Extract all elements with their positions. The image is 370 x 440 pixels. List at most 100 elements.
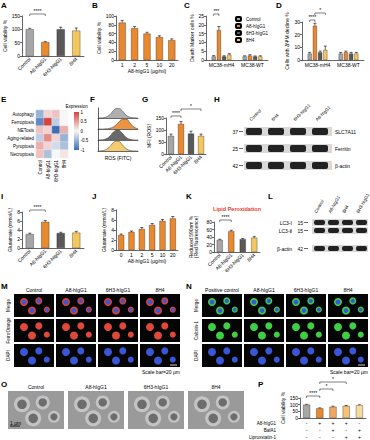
svg-text:P: P [258,380,264,389]
svg-text:0: 0 [295,415,298,421]
svg-text:Necroptosis: Necroptosis [10,152,35,157]
svg-text:L: L [268,192,273,201]
svg-text:40: 40 [206,234,212,240]
svg-text:Ferroptosis: Ferroptosis [11,120,34,125]
svg-text:A8-hIgG1 (μg/ml): A8-hIgG1 (μg/ml) [128,68,167,74]
svg-text:-: - [359,420,361,426]
svg-text:42: 42 [297,246,303,252]
svg-text:8H4: 8H4 [341,204,350,214]
svg-text:0: 0 [297,57,300,63]
svg-text:+: + [358,427,361,433]
svg-text:β-actin: β-actin [335,163,350,169]
svg-text:6H3-hIgG1: 6H3-hIgG1 [144,384,169,390]
svg-text:25: 25 [198,13,204,19]
svg-text:-: - [345,427,347,433]
svg-text:0: 0 [17,53,20,59]
svg-text:****: **** [34,204,42,210]
svg-text:A8-hIgG1: A8-hIgG1 [85,384,107,390]
svg-text:20: 20 [108,48,114,54]
svg-text:6H3-hIgG1: 6H3-hIgG1 [246,31,269,36]
svg-text:Autophagy: Autophagy [12,112,34,117]
svg-text:25: 25 [232,146,238,152]
svg-text:K: K [186,192,192,201]
svg-text:150: 150 [12,13,21,19]
svg-text:-: - [319,434,321,440]
svg-text:*: * [325,383,327,389]
svg-text:0: 0 [120,252,123,258]
svg-text:6H3-hIgG1: 6H3-hIgG1 [355,192,370,214]
svg-text:8H4: 8H4 [68,56,79,67]
svg-text:Glutamate (mmol/L): Glutamate (mmol/L) [101,208,107,253]
svg-text:80: 80 [108,22,114,28]
svg-text:Death Marker cells %: Death Marker cells % [189,14,195,62]
svg-text:MFI (ROS): MFI (ROS) [146,124,152,148]
svg-text:-1: -1 [81,148,85,153]
svg-text:42: 42 [232,163,238,169]
svg-text:0: 0 [111,57,114,63]
svg-text:8H4: 8H4 [62,160,67,169]
svg-text:6H3-hIgG1: 6H3-hIgG1 [41,248,63,270]
svg-text:15: 15 [297,220,303,226]
svg-text:4: 4 [17,227,20,233]
svg-text:5: 5 [151,252,154,258]
svg-text:8H4: 8H4 [155,287,164,293]
svg-text:-: - [306,420,308,426]
svg-text:FerroOrange: FerroOrange [6,317,11,343]
svg-text:****: **** [308,14,316,20]
svg-text:150: 150 [290,395,299,401]
svg-text:8H4: 8H4 [192,154,203,165]
svg-text:Cell viability %: Cell viability % [2,19,8,52]
svg-text:G: G [142,95,148,104]
svg-text:DAPI: DAPI [194,350,199,361]
svg-text:8: 8 [17,209,20,215]
svg-text:-: - [332,434,334,440]
svg-text:BafA1: BafA1 [264,428,277,433]
svg-text:Positive control: Positive control [205,287,239,293]
svg-text:6H3-hIgG1: 6H3-hIgG1 [223,252,245,274]
svg-text:C: C [184,1,190,10]
svg-text:***: *** [213,8,219,14]
svg-text:1: 1 [81,110,84,115]
svg-text:DAPI: DAPI [6,350,11,361]
svg-text:D: D [276,1,282,10]
svg-text:Aging-related: Aging-related [7,136,34,141]
svg-text:Control: Control [246,17,261,22]
svg-text:10: 10 [160,252,166,258]
svg-text:Merge: Merge [194,299,199,312]
svg-text:10: 10 [157,62,163,68]
svg-text:A8-hIgG1 (μg/ml): A8-hIgG1 (μg/ml) [128,258,167,264]
svg-text:15: 15 [198,31,204,37]
svg-text:Lipid Peroxidation: Lipid Peroxidation [213,206,262,212]
svg-text:0.5: 0.5 [81,119,88,124]
svg-text:6H3-hIgG1: 6H3-hIgG1 [54,160,59,183]
svg-text:0: 0 [111,247,114,253]
svg-text:A8-hIgG1: A8-hIgG1 [65,287,87,293]
svg-text:LC3-Ⅱ: LC3-Ⅱ [279,228,292,234]
svg-text:NETosis: NETosis [17,128,34,133]
svg-text:Control: Control [248,108,262,122]
svg-text:6: 6 [17,218,20,224]
svg-text:6H3-hIgG1: 6H3-hIgG1 [41,56,63,78]
svg-text:100: 100 [12,26,21,32]
svg-text:-: - [319,427,321,433]
svg-text:N: N [186,282,192,291]
svg-text:A8-hIgG1: A8-hIgG1 [257,421,277,426]
svg-text:40: 40 [108,39,114,45]
svg-text:Expression: Expression [65,104,88,109]
svg-text:A8-hIgG1: A8-hIgG1 [253,287,275,293]
svg-text:1: 1 [121,62,124,68]
svg-text:50: 50 [158,139,164,145]
svg-text:+: + [318,420,321,426]
svg-text:50: 50 [292,408,298,414]
svg-text:M: M [1,282,8,291]
svg-text:H: H [214,95,220,104]
svg-text:****: **** [222,214,230,220]
svg-text:Pyroptosis: Pyroptosis [13,144,35,149]
svg-text:8H4: 8H4 [211,384,220,390]
svg-text:10: 10 [198,39,204,45]
svg-text:15: 15 [297,228,303,234]
svg-text:+: + [332,420,335,426]
svg-text:5: 5 [201,48,204,54]
svg-text:150: 150 [156,115,165,121]
svg-text:0: 0 [201,57,204,63]
